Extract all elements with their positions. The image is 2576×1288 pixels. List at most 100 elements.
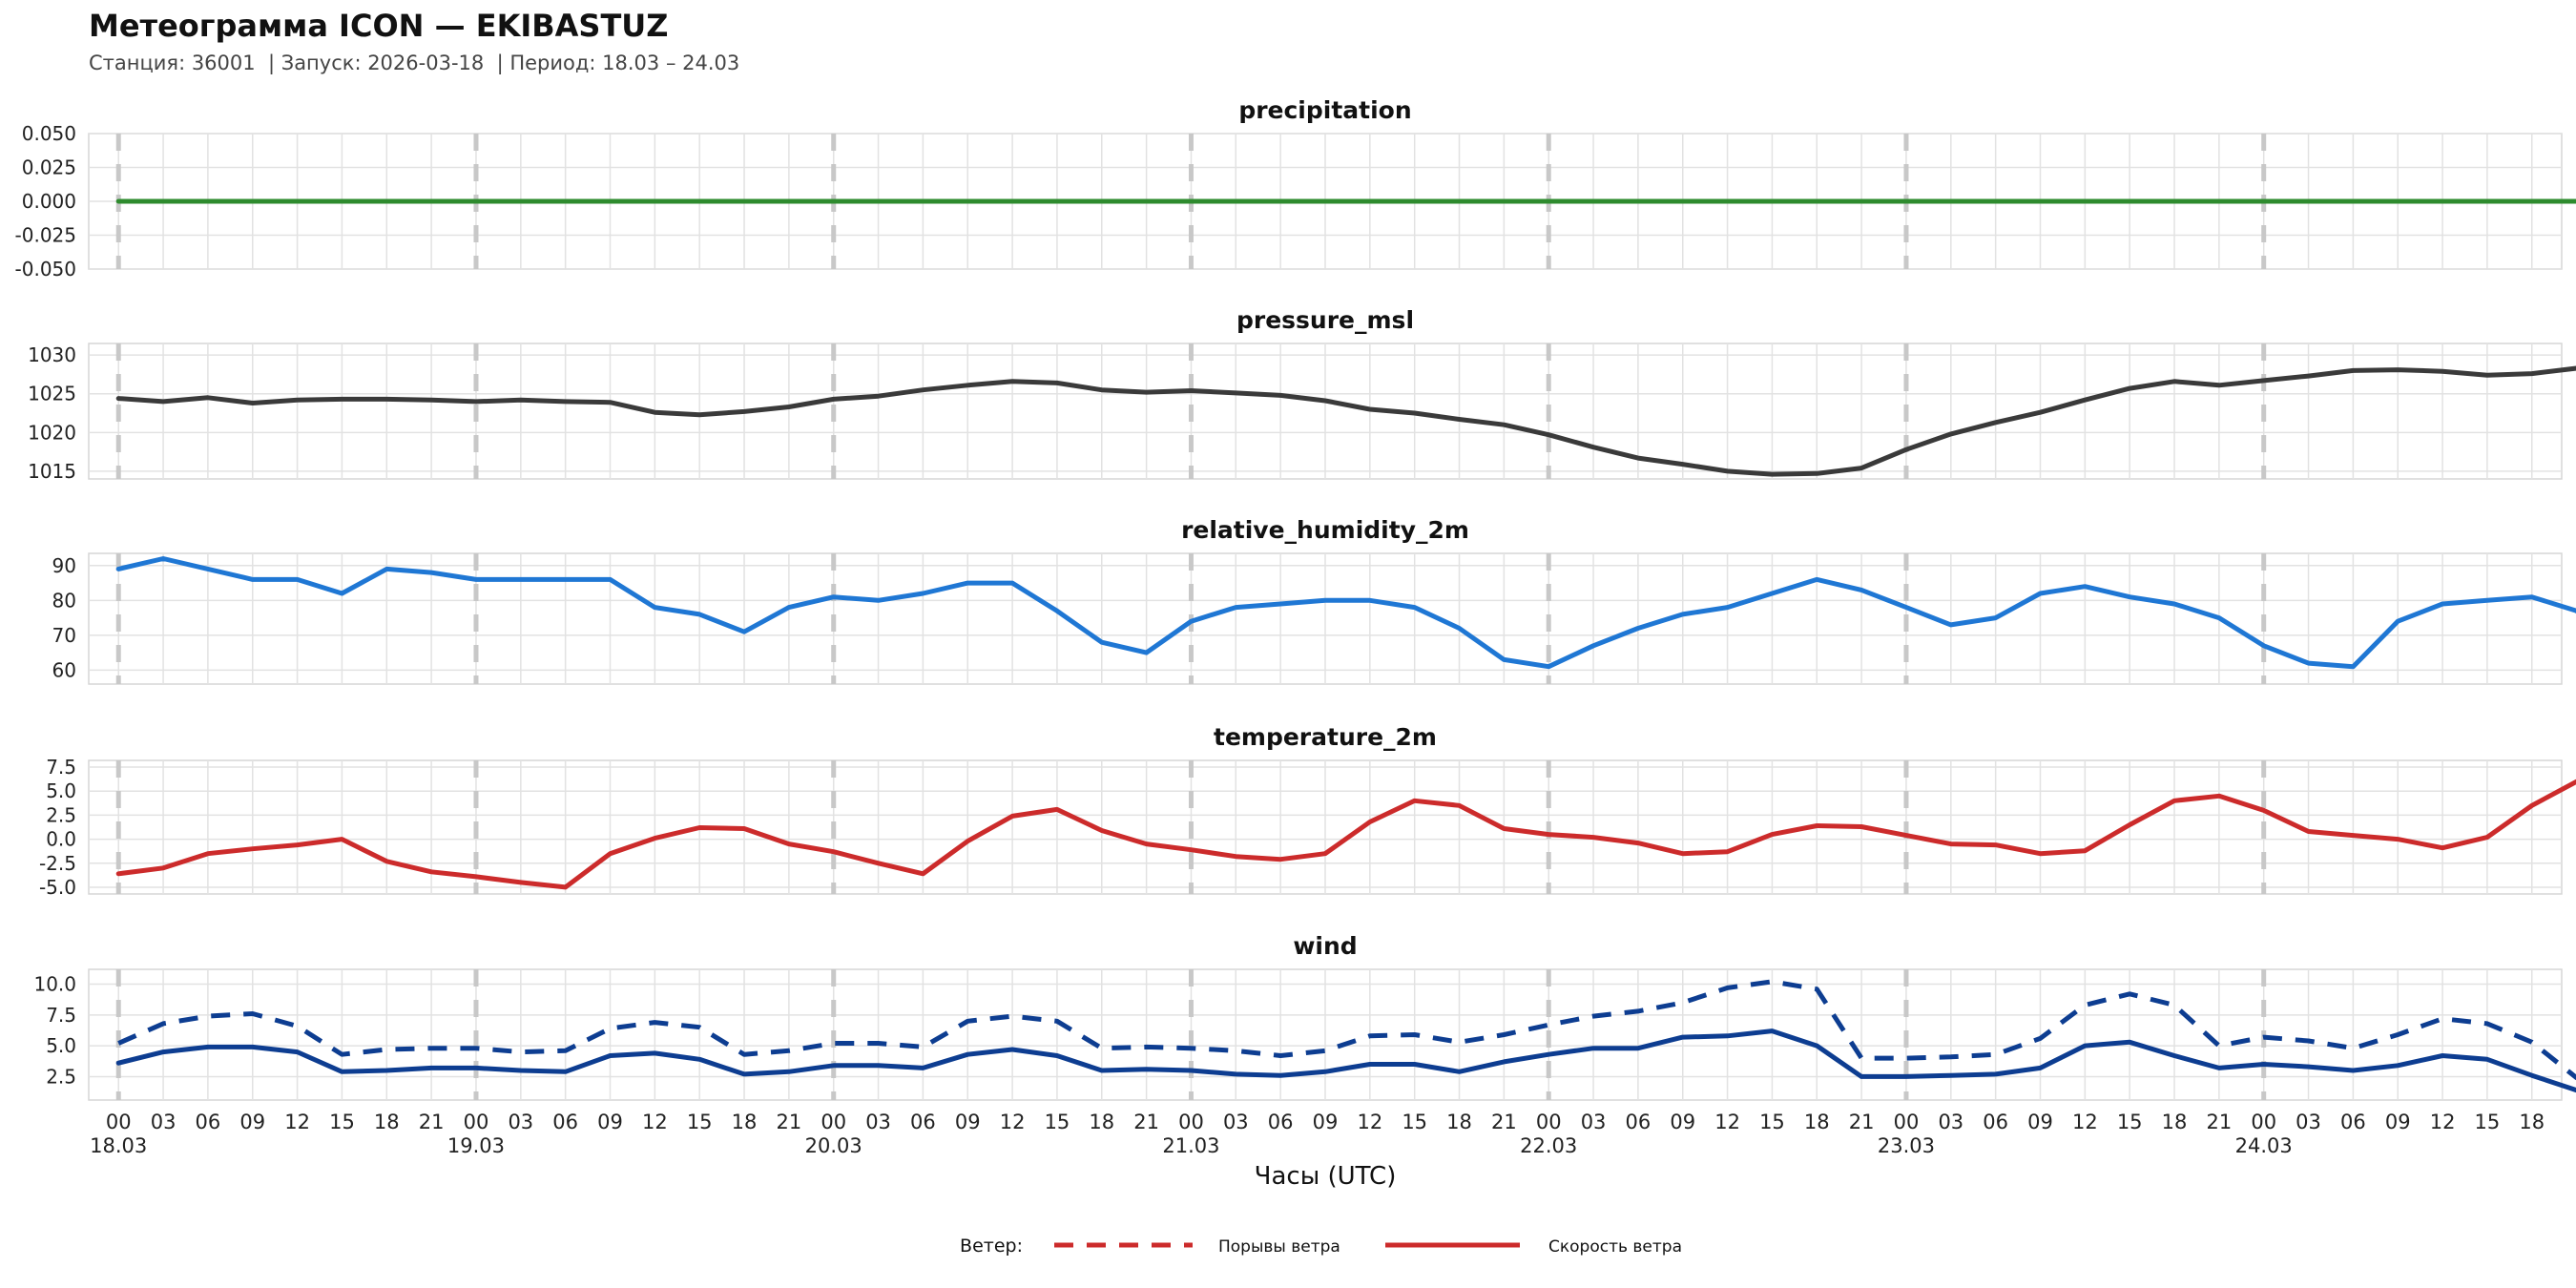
x-tick-label: 00 — [106, 1111, 132, 1133]
y-tick-label: 1025 — [28, 383, 76, 405]
x-date-label: 20.03 — [805, 1134, 862, 1157]
y-tick-label: 1015 — [28, 460, 76, 483]
x-tick-label: 18 — [2162, 1111, 2188, 1133]
series-line-temperature_2m-0 — [115, 779, 2576, 890]
x-tick-label: 21 — [777, 1111, 802, 1133]
x-tick-label: 18 — [374, 1111, 400, 1133]
x-tick-label: 00 — [1536, 1111, 1562, 1133]
x-tick-label: 12 — [1000, 1111, 1026, 1133]
y-tick-label: -0.025 — [15, 224, 76, 247]
legend-label-speed: Скорость ветра — [1548, 1237, 1682, 1257]
x-tick-label: 03 — [508, 1111, 533, 1133]
x-tick-label: 09 — [2027, 1111, 2053, 1133]
x-tick-label: 12 — [2072, 1111, 2098, 1133]
x-axis-label: Часы (UTC) — [1255, 1162, 1397, 1191]
x-tick-label: 18 — [1446, 1111, 1472, 1133]
x-tick-label: 18 — [732, 1111, 758, 1133]
x-tick-label: 00 — [2251, 1111, 2276, 1133]
x-tick-label: 00 — [1894, 1111, 1920, 1133]
x-tick-label: 09 — [1670, 1111, 1695, 1133]
x-tick-label: 18 — [2519, 1111, 2545, 1133]
x-date-label: 21.03 — [1162, 1134, 1219, 1157]
x-tick-label: 00 — [464, 1111, 489, 1133]
x-date-label: 22.03 — [1520, 1134, 1577, 1157]
y-tick-label: 10.0 — [33, 973, 76, 996]
x-tick-label: 06 — [1268, 1111, 1294, 1133]
x-tick-label: 15 — [1402, 1111, 1427, 1133]
x-date-label: 19.03 — [447, 1134, 505, 1157]
x-tick-label: 21 — [1849, 1111, 1875, 1133]
x-tick-label: 12 — [1357, 1111, 1382, 1133]
x-tick-label: 03 — [1938, 1111, 1963, 1133]
y-tick-label: -0.050 — [15, 258, 76, 280]
y-tick-label: 80 — [52, 589, 76, 612]
y-tick-label: 1030 — [28, 343, 76, 366]
legend-label-gusts: Порывы ветра — [1218, 1237, 1340, 1257]
x-tick-label: 03 — [2296, 1111, 2321, 1133]
panel-title-precipitation: precipitation — [1238, 96, 1411, 124]
x-tick-label: 06 — [1626, 1111, 1652, 1133]
x-tick-label: 15 — [1759, 1111, 1785, 1133]
x-tick-label: 15 — [1045, 1111, 1070, 1133]
y-tick-label: -2.5 — [39, 852, 76, 875]
x-tick-label: 00 — [821, 1111, 846, 1133]
x-tick-label: 03 — [1581, 1111, 1607, 1133]
page-subtitle: Станция: 36001 | Запуск: 2026-03-18 | Пе… — [89, 52, 740, 74]
x-tick-label: 03 — [865, 1111, 891, 1133]
x-tick-label: 12 — [2430, 1111, 2456, 1133]
y-tick-label: 0.025 — [22, 156, 76, 179]
x-tick-label: 15 — [2117, 1111, 2143, 1133]
x-tick-label: 03 — [151, 1111, 177, 1133]
x-date-label: 18.03 — [90, 1134, 147, 1157]
y-tick-label: 1020 — [28, 421, 76, 444]
x-tick-label: 12 — [284, 1111, 310, 1133]
y-tick-label: 70 — [52, 624, 76, 647]
panel-title-relative_humidity_2m: relative_humidity_2m — [1181, 516, 1469, 544]
x-tick-label: 03 — [1223, 1111, 1249, 1133]
x-tick-label: 09 — [1313, 1111, 1339, 1133]
y-tick-label: 2.5 — [46, 803, 76, 826]
panel-title-pressure_msl: pressure_msl — [1236, 306, 1414, 334]
y-tick-label: 0.000 — [22, 190, 76, 213]
x-date-label: 24.03 — [2235, 1134, 2293, 1157]
x-tick-label: 09 — [955, 1111, 981, 1133]
y-tick-label: 2.5 — [46, 1065, 76, 1088]
x-tick-label: 18 — [1089, 1111, 1114, 1133]
x-tick-label: 06 — [196, 1111, 221, 1133]
x-tick-label: 15 — [687, 1111, 713, 1133]
y-tick-label: 5.0 — [46, 779, 76, 802]
x-tick-label: 12 — [642, 1111, 668, 1133]
y-tick-label: 7.5 — [46, 756, 76, 779]
x-tick-label: 06 — [1983, 1111, 2008, 1133]
x-tick-label: 09 — [239, 1111, 265, 1133]
series-line-wind-0 — [117, 979, 2576, 1081]
x-tick-label: 09 — [2385, 1111, 2411, 1133]
x-tick-label: 21 — [2207, 1111, 2233, 1133]
x-tick-label: 06 — [552, 1111, 578, 1133]
legend-title: Ветер: — [960, 1236, 1023, 1257]
panel-title-temperature_2m: temperature_2m — [1214, 723, 1437, 751]
x-tick-label: 00 — [1178, 1111, 1204, 1133]
x-tick-label: 09 — [597, 1111, 623, 1133]
x-tick-label: 15 — [2475, 1111, 2501, 1133]
y-tick-label: 5.0 — [46, 1034, 76, 1057]
y-tick-label: 60 — [52, 658, 76, 681]
y-tick-label: 7.5 — [46, 1004, 76, 1027]
series-line-relative_humidity_2m-0 — [115, 556, 2576, 670]
y-tick-label: -5.0 — [39, 876, 76, 899]
panel-title-wind: wind — [1293, 932, 1357, 960]
series-line-wind-1 — [115, 1028, 2576, 1093]
x-tick-label: 21 — [1491, 1111, 1517, 1133]
x-tick-label: 18 — [1804, 1111, 1830, 1133]
x-date-label: 23.03 — [1878, 1134, 1935, 1157]
x-tick-label: 21 — [419, 1111, 445, 1133]
x-tick-label: 21 — [1133, 1111, 1159, 1133]
x-tick-label: 06 — [910, 1111, 936, 1133]
y-tick-label: 90 — [52, 554, 76, 577]
y-tick-label: 0.050 — [22, 122, 76, 145]
y-tick-label: 0.0 — [46, 828, 76, 851]
x-tick-label: 15 — [329, 1111, 355, 1133]
x-tick-label: 12 — [1714, 1111, 1740, 1133]
page-title: Метеограмма ICON — EKIBASTUZ — [89, 8, 669, 44]
